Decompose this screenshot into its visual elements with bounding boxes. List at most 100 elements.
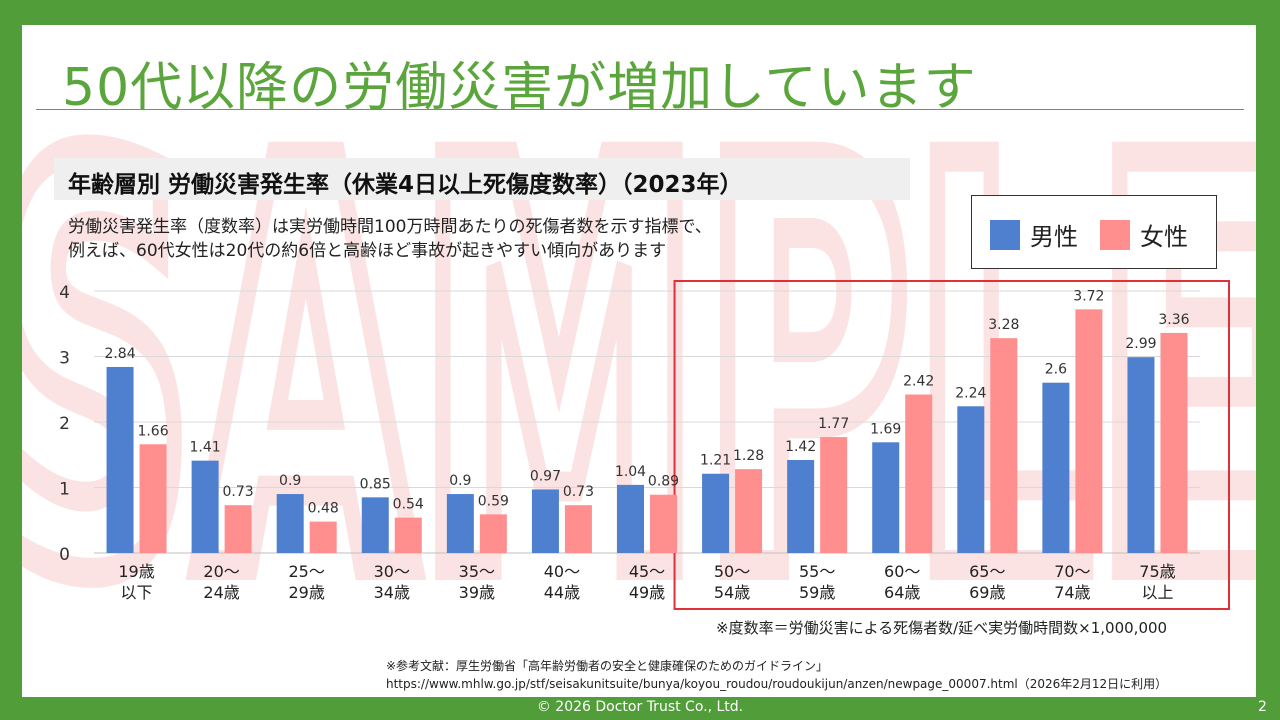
bar-female — [905, 394, 933, 553]
x-tick-label: 35～ — [459, 562, 495, 581]
chart-title-box: 年齢層別 労働災害発生率（休業4日以上死傷度数率）（2023年） — [54, 158, 910, 200]
x-tick-label: 49歳 — [629, 583, 665, 602]
bar-male — [276, 494, 304, 553]
bar-female — [479, 514, 507, 553]
x-tick-label: 55～ — [799, 562, 835, 581]
data-label: 0.9 — [279, 473, 301, 489]
data-label: 1.21 — [700, 453, 731, 469]
data-label: 1.41 — [190, 440, 221, 456]
legend-item-female: 女性 — [1100, 217, 1188, 252]
data-label: 2.84 — [104, 346, 135, 362]
slide: SAMPLE 50代以降の労働災害が増加しています 年齢層別 労働災害発生率（休… — [22, 25, 1256, 697]
data-label: 0.59 — [478, 493, 509, 509]
bar-male — [531, 489, 559, 553]
highlight-box — [673, 280, 1230, 610]
x-tick-label: 20～ — [203, 562, 239, 581]
bar-female — [1160, 332, 1188, 553]
x-tick-label: 54歳 — [714, 583, 750, 602]
bar-female — [564, 505, 592, 553]
x-tick-label: 19歳 — [118, 562, 154, 581]
x-tick-label: 25～ — [289, 562, 325, 581]
data-label: 0.9 — [449, 473, 471, 489]
chart-title: 年齢層別 労働災害発生率（休業4日以上死傷度数率）（2023年） — [68, 172, 743, 198]
data-label: 0.48 — [308, 501, 339, 517]
x-tick-label: 50～ — [714, 562, 750, 581]
legend-item-male: 男性 — [990, 217, 1078, 252]
bar-male — [191, 460, 219, 553]
bar-male — [957, 406, 985, 553]
data-label: 3.36 — [1158, 312, 1189, 328]
x-tick-label: 29歳 — [289, 583, 325, 602]
data-label: 2.6 — [1045, 362, 1067, 378]
bar-female — [990, 338, 1018, 553]
bar-female — [394, 517, 422, 553]
data-label: 0.73 — [223, 484, 254, 500]
bar-male — [872, 442, 900, 553]
data-label: 1.42 — [785, 439, 816, 455]
x-tick-label: 69歳 — [969, 583, 1005, 602]
x-tick-label: 以上 — [1141, 583, 1173, 602]
chart-legend: 男性 女性 — [971, 195, 1217, 269]
page-title: 50代以降の労働災害が増加しています — [62, 58, 977, 118]
data-label: 1.77 — [818, 416, 849, 432]
data-label: 1.66 — [137, 423, 168, 439]
x-tick-label: 30～ — [374, 562, 410, 581]
y-tick-label: 0 — [59, 545, 70, 565]
data-label: 0.97 — [530, 468, 561, 484]
legend-swatch-male — [990, 219, 1020, 250]
bar-female — [224, 505, 252, 553]
y-tick-label: 4 — [59, 283, 70, 303]
bar-male — [617, 484, 644, 553]
bar-male — [1127, 357, 1155, 553]
x-tick-label: 60～ — [884, 562, 920, 581]
legend-swatch-female — [1100, 219, 1130, 250]
data-label: 2.24 — [955, 385, 986, 401]
x-tick-label: 74歳 — [1054, 583, 1090, 602]
data-label: 1.28 — [733, 448, 764, 464]
reference-title: ※参考文献：厚生労働省「高年齢労働者の安全と健康確保のためのガイドライン」 — [386, 659, 829, 673]
legend-label-female: 女性 — [1140, 223, 1188, 251]
bar-female — [650, 494, 677, 553]
data-label: 0.85 — [360, 476, 391, 492]
x-tick-label: 以下 — [121, 583, 153, 602]
y-tick-label: 1 — [59, 480, 70, 500]
bar-male — [446, 494, 474, 553]
copyright: © 2026 Doctor Trust Co., Ltd. — [536, 699, 744, 715]
x-tick-label: 39歳 — [459, 583, 495, 602]
y-tick-label: 2 — [59, 414, 70, 434]
bar-male — [361, 497, 389, 553]
data-label: 0.73 — [563, 484, 594, 500]
bar-female — [139, 444, 167, 553]
bar-male — [106, 366, 134, 553]
data-label: 1.04 — [615, 464, 646, 480]
bar-male — [702, 473, 730, 553]
x-tick-label: 65～ — [969, 562, 1005, 581]
chart-description: 労働災害発生率（度数率）は実労働時間100万時間あたりの死傷者数を示す指標で、 … — [68, 215, 712, 263]
data-label: 0.89 — [648, 474, 679, 490]
description-line: 例えば、60代女性は20代の約6倍と高齢ほど事故が起きやすい傾向があります — [68, 241, 667, 261]
formula-footnote: ※度数率＝労働災害による死傷者数/延べ実労働時間数×1,000,000 — [716, 619, 1168, 637]
data-label: 2.42 — [903, 373, 934, 389]
data-label: 3.72 — [1073, 288, 1104, 304]
x-tick-label: 44歳 — [544, 583, 580, 602]
legend-label-male: 男性 — [1030, 223, 1078, 251]
x-tick-label: 70～ — [1054, 562, 1090, 581]
x-tick-label: 40～ — [544, 562, 580, 581]
data-label: 2.99 — [1125, 336, 1156, 352]
description-line: 労働災害発生率（度数率）は実労働時間100万時間あたりの死傷者数を示す指標で、 — [68, 217, 712, 237]
reference-url: https://www.mhlw.go.jp/stf/seisakunitsui… — [386, 677, 1168, 691]
x-tick-label: 59歳 — [799, 583, 835, 602]
bar-female — [735, 469, 763, 553]
x-tick-label: 64歳 — [884, 583, 920, 602]
x-tick-label: 75歳 — [1139, 562, 1175, 581]
bar-female — [820, 437, 848, 553]
bar-male — [1042, 382, 1070, 553]
data-label: 3.28 — [988, 317, 1019, 333]
data-label: 0.54 — [393, 497, 424, 513]
title-divider — [36, 109, 1244, 110]
bar-female — [309, 521, 337, 553]
x-tick-label: 34歳 — [374, 583, 410, 602]
data-label: 1.69 — [870, 421, 901, 437]
